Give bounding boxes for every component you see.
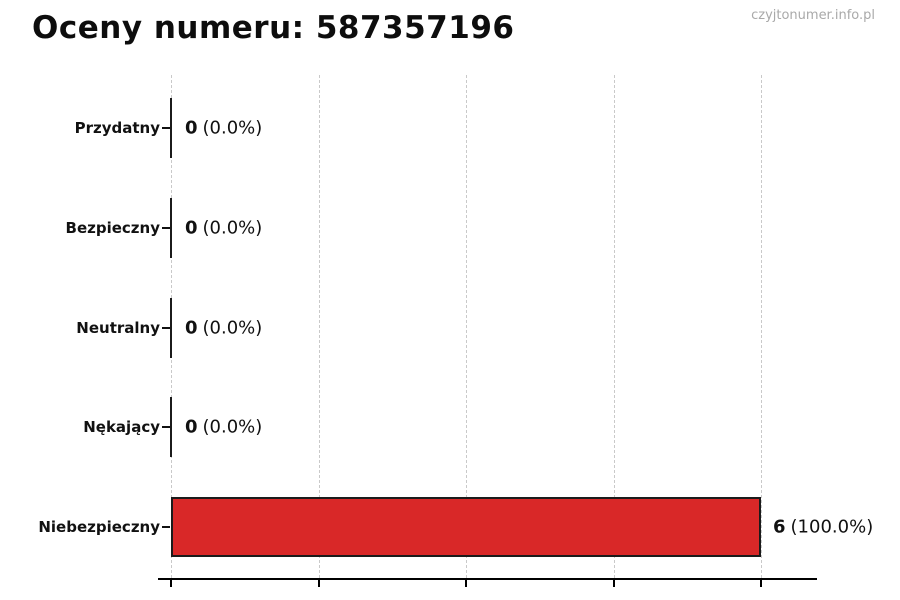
watermark: czyjtonumer.info.pl	[751, 8, 875, 23]
value-count: 0	[185, 217, 198, 239]
bar	[170, 297, 172, 358]
x-axis-tick	[612, 580, 615, 587]
x-axis-tick	[760, 580, 762, 587]
y-axis-tick	[162, 226, 170, 229]
bar	[170, 98, 172, 158]
category-label: Przydatny	[74, 119, 160, 137]
x-axis-line	[158, 578, 817, 580]
bar	[170, 197, 172, 258]
chart-title: Oceny numeru: 587357196	[32, 10, 515, 46]
value-percent: (0.0%)	[202, 317, 263, 338]
gridline	[466, 75, 467, 578]
y-axis-tick	[162, 127, 170, 129]
value-count: 0	[185, 416, 198, 438]
gridline	[318, 75, 320, 578]
value-label: 6 (100.0%)	[773, 517, 873, 538]
value-label: 0 (0.0%)	[185, 317, 262, 338]
x-axis-tick	[170, 580, 172, 587]
category-label: Neutralny	[76, 318, 160, 337]
category-label: Bezpieczny	[65, 218, 160, 237]
bar	[171, 497, 761, 557]
x-axis-tick	[465, 580, 467, 587]
value-percent: (0.0%)	[202, 416, 263, 438]
category-label: Nękający	[83, 418, 160, 437]
bar	[170, 397, 172, 458]
gridline	[613, 75, 615, 578]
value-count: 0	[185, 317, 198, 338]
value-label: 0 (0.0%)	[185, 417, 262, 438]
category-label: Niebezpieczny	[38, 518, 160, 536]
value-count: 0	[185, 117, 198, 139]
y-axis-tick	[162, 426, 170, 429]
value-label: 0 (0.0%)	[185, 217, 262, 238]
value-count: 6	[773, 516, 786, 538]
value-percent: (0.0%)	[202, 117, 263, 139]
gridline	[761, 75, 762, 578]
y-axis-tick	[162, 526, 170, 528]
value-percent: (100.0%)	[790, 516, 874, 538]
value-percent: (0.0%)	[202, 217, 263, 239]
y-axis-tick	[162, 326, 170, 329]
x-axis-tick	[317, 580, 320, 587]
value-label: 0 (0.0%)	[185, 118, 262, 139]
